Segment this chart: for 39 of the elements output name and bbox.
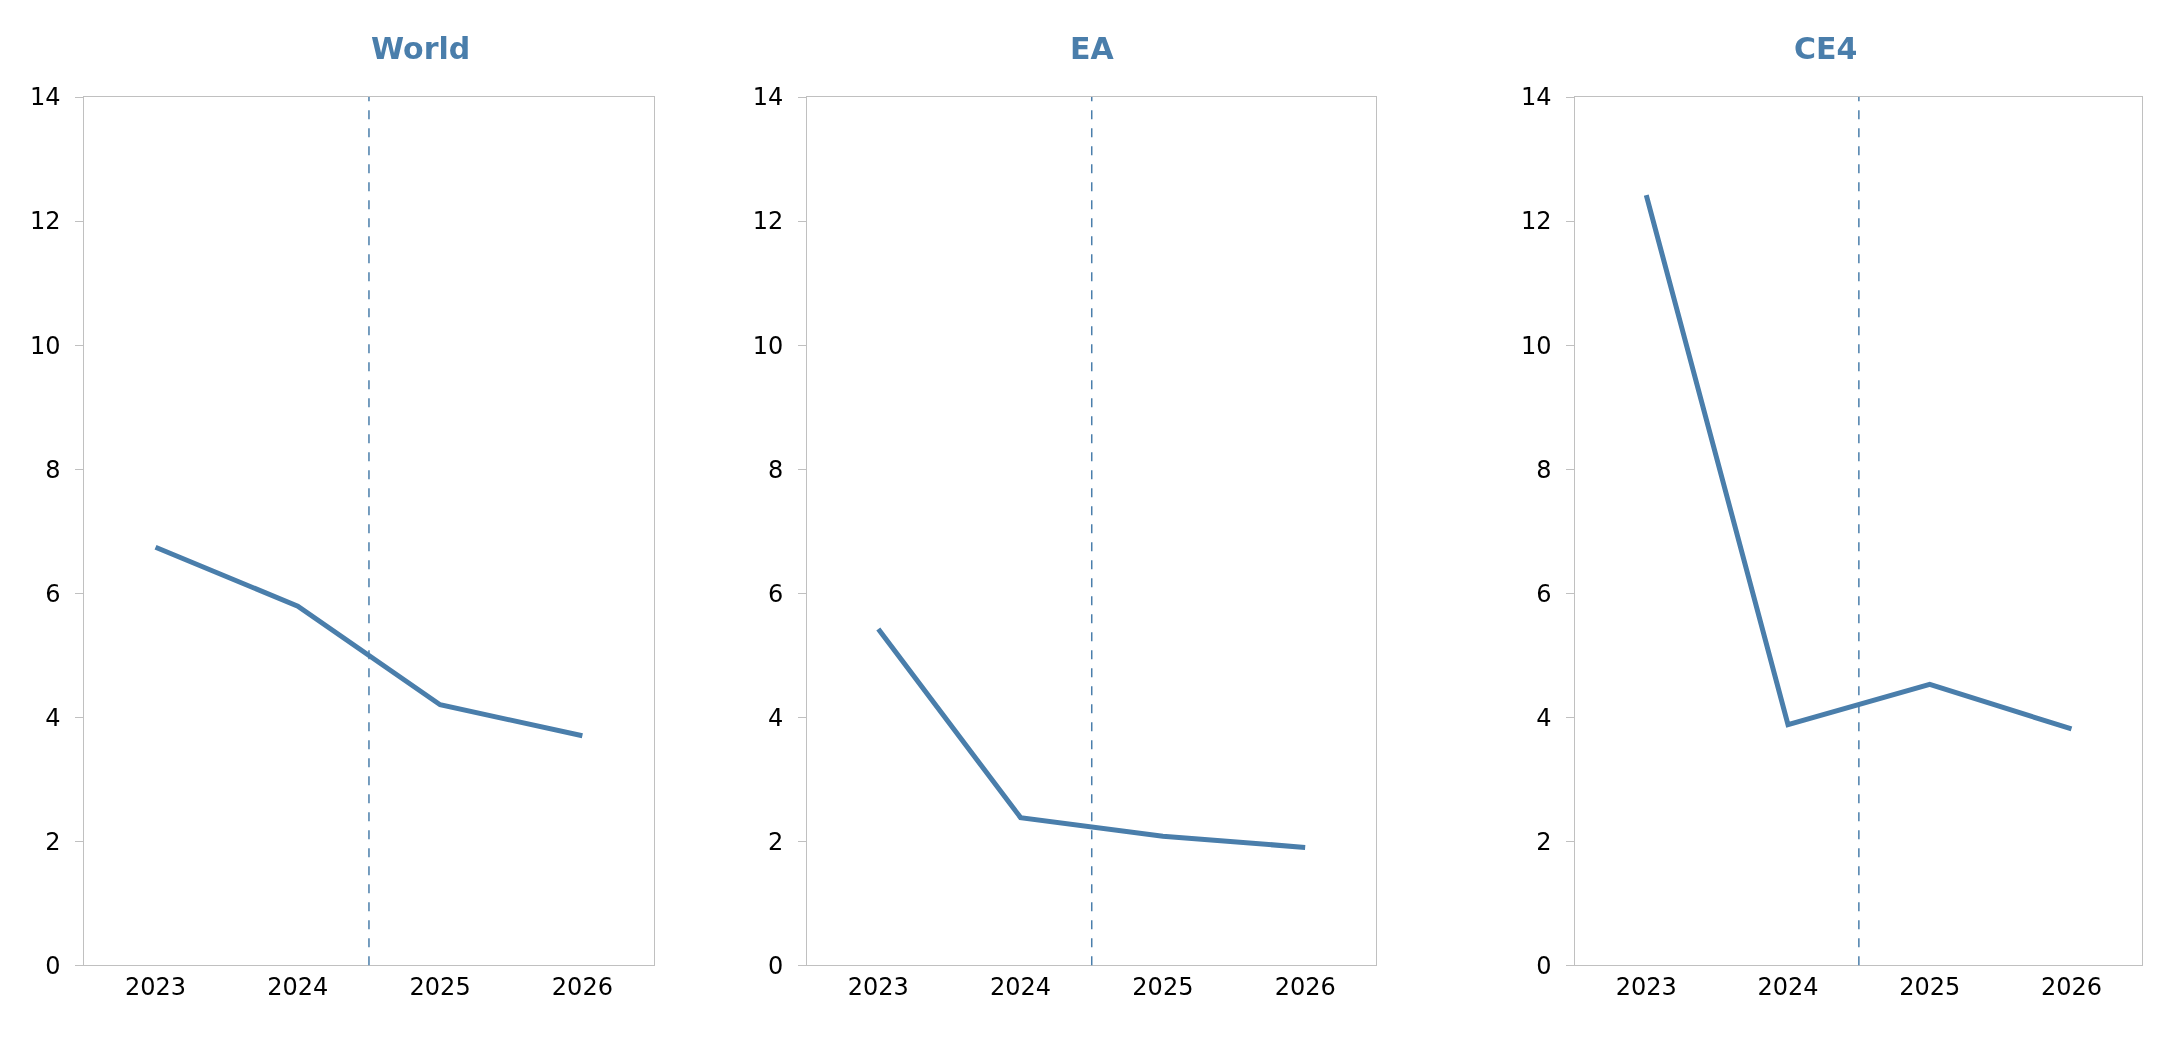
y-tick-label: 2: [768, 827, 784, 856]
y-tick-label: 4: [768, 703, 784, 732]
y-tick-label: 6: [45, 579, 61, 608]
y-tick-label: 6: [768, 579, 784, 608]
x-tick-label: 2025: [1899, 973, 1961, 1002]
y-tick-label: 4: [45, 703, 61, 732]
y-tick-label: 12: [1521, 207, 1552, 236]
x-tick-label: 2024: [990, 973, 1052, 1002]
y-tick-label: 8: [1536, 455, 1552, 484]
y-tick-label: 0: [45, 951, 61, 980]
x-tick-label: 2026: [551, 973, 613, 1002]
x-tick-label: 2023: [125, 973, 187, 1002]
chart-title: World: [371, 31, 471, 66]
y-tick-label: 14: [1521, 83, 1552, 112]
x-tick-label: 2023: [1615, 973, 1677, 1002]
x-tick-label: 2026: [1274, 973, 1336, 1002]
y-tick-label: 4: [1536, 703, 1552, 732]
y-tick-label: 10: [1521, 331, 1552, 360]
y-tick-label: 8: [768, 455, 784, 484]
y-tick-label: 2: [45, 827, 61, 856]
y-tick-label: 6: [1536, 579, 1552, 608]
x-tick-label: 2023: [847, 973, 909, 1002]
y-tick-label: 10: [30, 331, 61, 360]
y-tick-label: 14: [30, 83, 61, 112]
x-tick-label: 2024: [267, 973, 329, 1002]
chart-title: EA: [1070, 31, 1115, 66]
y-tick-label: 8: [45, 455, 61, 484]
y-tick-label: 10: [752, 331, 784, 360]
y-tick-label: 14: [752, 83, 784, 112]
y-tick-label: 12: [30, 207, 61, 236]
x-tick-label: 2025: [409, 973, 471, 1002]
y-tick-label: 12: [752, 207, 784, 236]
chart-title: CE4: [1794, 31, 1858, 66]
y-tick-label: 2: [1536, 827, 1552, 856]
y-tick-label: 0: [768, 951, 784, 980]
x-tick-label: 2026: [2040, 973, 2103, 1002]
x-tick-label: 2025: [1132, 973, 1194, 1002]
y-tick-label: 0: [1536, 951, 1552, 980]
x-tick-label: 2024: [1757, 973, 1819, 1002]
